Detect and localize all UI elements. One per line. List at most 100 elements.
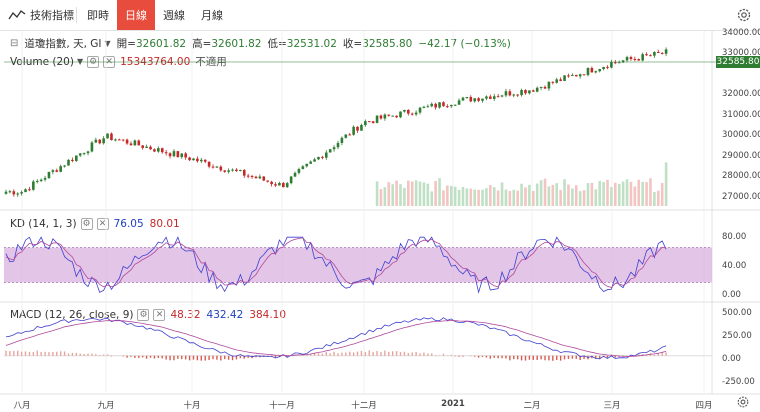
d-line [5,237,667,288]
volume-bar [446,185,449,206]
candle-body [610,62,613,68]
candle-body [395,115,398,118]
candle-body [192,158,195,161]
volume-label[interactable]: Volume (20) [10,55,74,68]
volume-bar [379,189,383,206]
chevron-down-icon[interactable]: ▼ [104,39,111,48]
volume-bar [610,187,613,206]
volume-bar [528,184,531,206]
candle-body [168,153,172,157]
close-value: 32585.80 [362,37,413,50]
candle-body [403,109,406,112]
volume-bar [606,179,609,206]
candle-body [531,90,535,92]
macd-tick: 0.00 [722,354,741,364]
settings-icon[interactable]: ⚙ [80,218,93,230]
tab-monthly[interactable]: 月線 [201,9,223,22]
volume-bar [633,186,637,206]
candle-body [528,90,531,94]
candle-body [407,109,410,114]
signal-value: 384.10 [249,309,287,321]
candle-body [317,156,320,160]
volume-bar [473,189,477,206]
x-tick: 九月 [97,401,115,411]
price-tick: 28000.00 [722,171,760,181]
macd-legend: MACD (12, 26, close, 9) ⚙ ✕ 48.32 432.42… [10,309,286,321]
candle-body [160,148,164,153]
candle-body [578,74,582,77]
chevron-down-icon[interactable]: ▼ [76,57,84,66]
volume-bar [664,162,668,206]
volume-bar [504,189,508,206]
volume-bar [586,183,590,206]
volume-bar [391,184,394,206]
candle-body [340,137,344,143]
candle-body [547,81,551,89]
volume-bar [442,190,445,206]
candle-body [516,94,519,96]
candle-body [422,106,426,108]
volume-bar [496,190,500,206]
candle-body [410,113,414,115]
candle-body [114,139,117,141]
tab-weekly[interactable]: 週線 [163,9,185,22]
indicator-brand[interactable]: 技術指標 [0,0,74,30]
candle-body [551,81,555,83]
volume-bar [465,188,469,206]
candle-body [465,96,469,98]
volume-bar [590,182,594,206]
candle-body [137,140,141,146]
candle-body [293,172,297,177]
gear-icon[interactable] [736,7,752,23]
candle-body [656,51,660,53]
volume-bar [516,190,519,206]
candle-body [102,138,105,144]
candle-body [227,170,230,172]
symbol-label[interactable]: 道瓊指數, 天, GI [24,38,102,50]
candle-body [637,59,641,61]
candle-body [51,170,55,172]
volume-bar [543,178,547,206]
volume-bar [551,184,555,206]
volume-bar [578,191,582,206]
candle-body [645,54,648,56]
tab-daily[interactable]: 日線 [117,0,155,30]
axis-settings-icon[interactable] [736,395,750,409]
candle-body [399,111,402,118]
settings-icon[interactable]: ⚙ [137,309,150,321]
macd-label[interactable]: MACD (12, 26, close, 9) [10,309,134,321]
settings-icon[interactable]: ⚙ [87,55,100,68]
volume-bar [559,189,562,206]
candle-body [492,96,496,99]
close-icon[interactable]: ✕ [153,309,166,321]
volume-bar [621,181,625,206]
candle-body [242,169,246,176]
candle-body [266,180,269,182]
candle-body [449,104,453,107]
collapse-icon[interactable]: ⊟ [10,38,19,49]
close-icon[interactable]: ✕ [103,55,116,68]
volume-bar [434,180,437,206]
k-line [5,236,667,294]
candle-body [485,96,488,99]
candle-body [309,161,312,164]
candle-body [332,147,336,150]
tab-realtime[interactable]: 即時 [87,9,109,22]
last-price-tag: 32585.80 [716,56,760,68]
kd-label[interactable]: KD (14, 1, 3) [10,218,77,230]
candle-body [285,183,289,188]
macd-tick: 250.00 [722,331,752,341]
candle-body [8,191,12,193]
candle-body [387,114,391,116]
x-tick: 十二月 [351,401,377,411]
price-tick: 27000.00 [722,192,760,202]
volume-bar [602,182,605,206]
close-icon[interactable]: ✕ [96,218,109,230]
candle-body [360,125,363,131]
candle-body [63,165,66,167]
candle-body [524,90,527,94]
candle-body [305,163,309,167]
volume-bar [481,189,484,206]
candle-body [164,152,168,154]
